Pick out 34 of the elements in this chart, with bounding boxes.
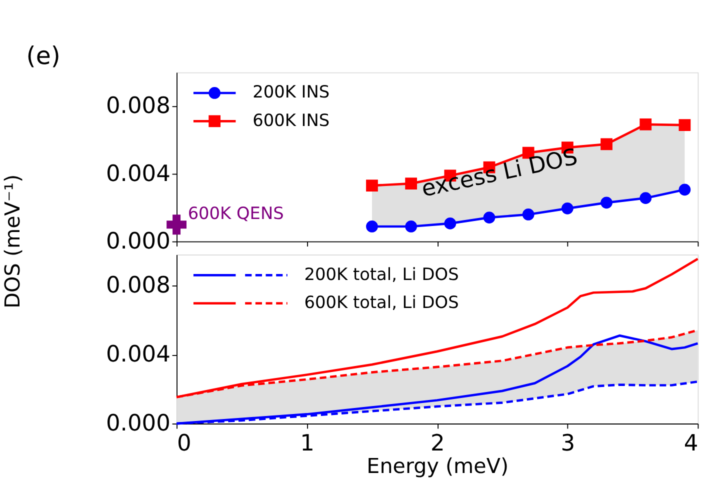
y-axis-title: DOS (meV⁻¹) — [0, 174, 25, 308]
point — [640, 118, 652, 130]
point — [678, 184, 691, 196]
x-tick-label: 4 — [684, 430, 698, 456]
point — [561, 202, 574, 214]
y-tick-label: 0.004 — [106, 160, 170, 187]
text: (e) — [26, 40, 60, 70]
point — [600, 138, 612, 150]
point — [678, 119, 691, 132]
point — [405, 178, 418, 190]
legend-label: 200K INS — [252, 82, 330, 102]
y-tick-label: 0.000 — [106, 410, 170, 437]
x-tick-label: 2 — [430, 430, 445, 456]
point — [366, 220, 378, 232]
point — [405, 220, 418, 232]
point — [444, 218, 456, 230]
y-tick-label: 0.008 — [106, 93, 170, 120]
x-tick-label: 3 — [560, 430, 576, 456]
point — [522, 208, 534, 220]
y-tick-label: 0.004 — [106, 342, 170, 368]
point — [600, 196, 612, 209]
annotation: excess Li DOS — [419, 144, 580, 203]
series-label: 600K QENS — [188, 202, 284, 223]
point — [483, 212, 496, 224]
y-tick-label: 0.008 — [106, 272, 170, 299]
point — [640, 192, 652, 204]
legend-label: 600K total, Li DOS — [304, 292, 459, 312]
x-axis-title: Energy (meV) — [366, 454, 509, 478]
point — [366, 180, 378, 192]
legend-label: 600K INS — [252, 110, 330, 130]
legend-label: 200K total, Li DOS — [304, 264, 459, 284]
x-tick-label: 0 — [177, 430, 192, 456]
x-tick-label: 1 — [300, 430, 314, 456]
y-tick-label: 0.000 — [106, 228, 170, 254]
